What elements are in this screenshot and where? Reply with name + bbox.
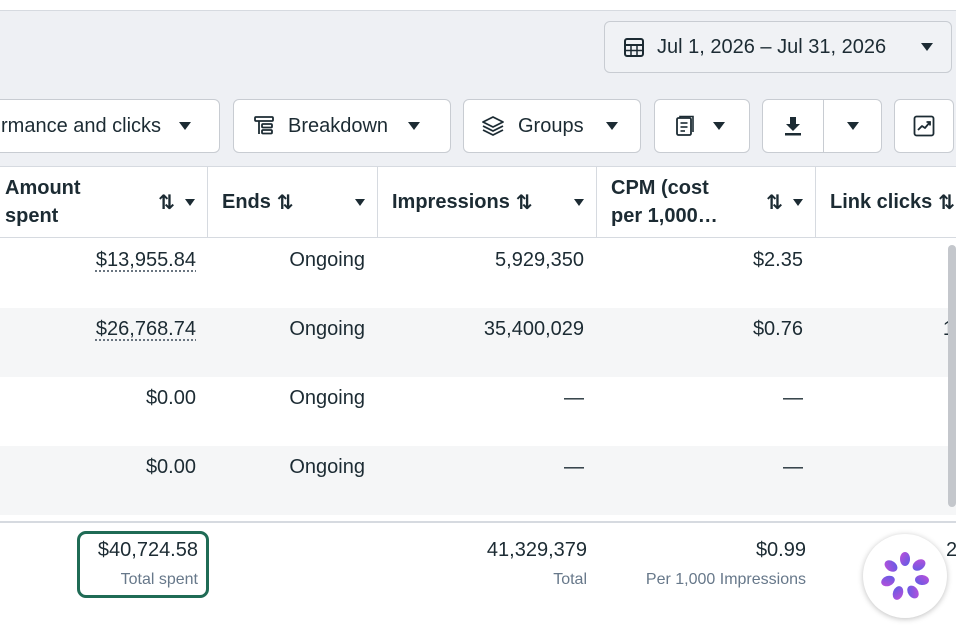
assistant-icon [879, 550, 931, 602]
total-spent-highlight [77, 531, 209, 598]
table-row[interactable]: $13,955.84 Ongoing 5,929,350 $2.35 [0, 239, 956, 308]
chevron-down-icon [605, 122, 618, 130]
sort-icon[interactable]: ⇅ [938, 191, 956, 214]
total-link-clicks: 2 [946, 539, 956, 561]
chevron-down-icon [713, 122, 725, 130]
chevron-down-icon[interactable] [355, 198, 365, 206]
column-header-amount-spent[interactable]: Amount spent ⇅ [0, 167, 208, 238]
chevron-down-icon [921, 43, 933, 51]
table-row[interactable]: $26,768.74 Ongoing 35,400,029 $0.76 1 [0, 308, 956, 377]
date-range-label: Jul 1, 2026 – Jul 31, 2026 [657, 35, 887, 58]
chevron-down-icon [179, 122, 192, 130]
columns-dropdown-button[interactable]: rmance and clicks [0, 99, 220, 153]
download-icon [781, 114, 805, 138]
amount-spent-cell[interactable]: $26,768.74 [95, 318, 196, 340]
column-header-cpm[interactable]: CPM (cost per 1,000… ⇅ [597, 167, 816, 238]
cpm-cell: $0.76 [752, 318, 803, 340]
chart-icon [912, 114, 936, 138]
header-cpm-line1: CPM (cost [611, 177, 709, 199]
header-cpm-line2: per 1,000… [611, 205, 718, 227]
export-options-dropdown[interactable] [824, 100, 881, 152]
download-button[interactable] [763, 100, 824, 152]
breakdown-label: Breakdown [288, 114, 389, 137]
view-charts-button[interactable] [894, 99, 954, 153]
table-row[interactable]: $0.00 Ongoing — — [0, 377, 956, 446]
ends-cell: Ongoing [289, 249, 365, 271]
chevron-down-icon [408, 122, 421, 130]
cpm-cell: — [783, 387, 803, 409]
calendar-icon [623, 36, 645, 58]
chevron-down-icon [846, 122, 859, 130]
column-header-link-clicks[interactable]: Link clicks ⇅ [816, 167, 956, 238]
table-row[interactable]: $0.00 Ongoing — — [0, 446, 956, 515]
ends-cell: Ongoing [289, 318, 365, 340]
cpm-cell: — [783, 456, 803, 478]
ads-table: Amount spent ⇅ Ends ⇅ Impressions ⇅ CPM … [0, 166, 956, 639]
layers-icon [480, 114, 506, 138]
impressions-cell: 35,400,029 [483, 318, 584, 340]
amount-spent-cell[interactable]: $13,955.84 [95, 249, 196, 271]
cpm-cell: $2.35 [752, 249, 803, 271]
impressions-cell: — [564, 387, 584, 409]
sort-icon[interactable]: ⇅ [276, 191, 294, 214]
export-button-group [762, 99, 882, 153]
header-link-clicks-label: Link clicks [830, 190, 933, 213]
sort-icon[interactable]: ⇅ [766, 191, 783, 214]
reports-button[interactable] [654, 99, 750, 153]
assistant-button[interactable] [863, 534, 947, 618]
total-cpm-label: Per 1,000 Impressions [645, 571, 806, 588]
total-impressions: 41,329,379 [486, 539, 587, 561]
date-range-picker[interactable]: Jul 1, 2026 – Jul 31, 2026 [604, 21, 952, 73]
sort-icon[interactable]: ⇅ [158, 191, 175, 214]
column-header-ends[interactable]: Ends ⇅ [208, 167, 378, 238]
groups-button[interactable]: Groups [463, 99, 641, 153]
total-impressions-label: Total [553, 571, 587, 588]
sort-icon[interactable]: ⇅ [515, 191, 533, 214]
header-impressions-label: Impressions [392, 190, 510, 213]
chevron-down-icon[interactable] [793, 198, 803, 206]
top-strip [0, 0, 956, 11]
header-amount-line2: spent [5, 205, 59, 227]
totals-row: $40,724.58 Total spent 41,329,379 Total … [0, 521, 956, 639]
header-amount-line1: Amount [5, 177, 81, 199]
breakdown-icon [252, 114, 276, 138]
chevron-down-icon[interactable] [574, 198, 584, 206]
chevron-down-icon[interactable] [185, 198, 195, 206]
impressions-cell: 5,929,350 [495, 249, 584, 271]
ends-cell: Ongoing [289, 456, 365, 478]
reports-icon [673, 114, 697, 138]
columns-label: rmance and clicks [1, 114, 162, 137]
amount-spent-cell: $0.00 [145, 387, 196, 409]
total-amount-spent-label: Total spent [120, 571, 198, 588]
groups-label: Groups [518, 114, 584, 137]
vertical-scrollbar[interactable] [948, 245, 956, 507]
breakdown-button[interactable]: Breakdown [233, 99, 451, 153]
total-cpm: $0.99 [755, 539, 806, 561]
header-ends-label: Ends [222, 190, 271, 213]
column-header-impressions[interactable]: Impressions ⇅ [378, 167, 597, 238]
ends-cell: Ongoing [289, 387, 365, 409]
total-amount-spent: $40,724.58 [97, 539, 198, 561]
amount-spent-cell: $0.00 [145, 456, 196, 478]
impressions-cell: — [564, 456, 584, 478]
